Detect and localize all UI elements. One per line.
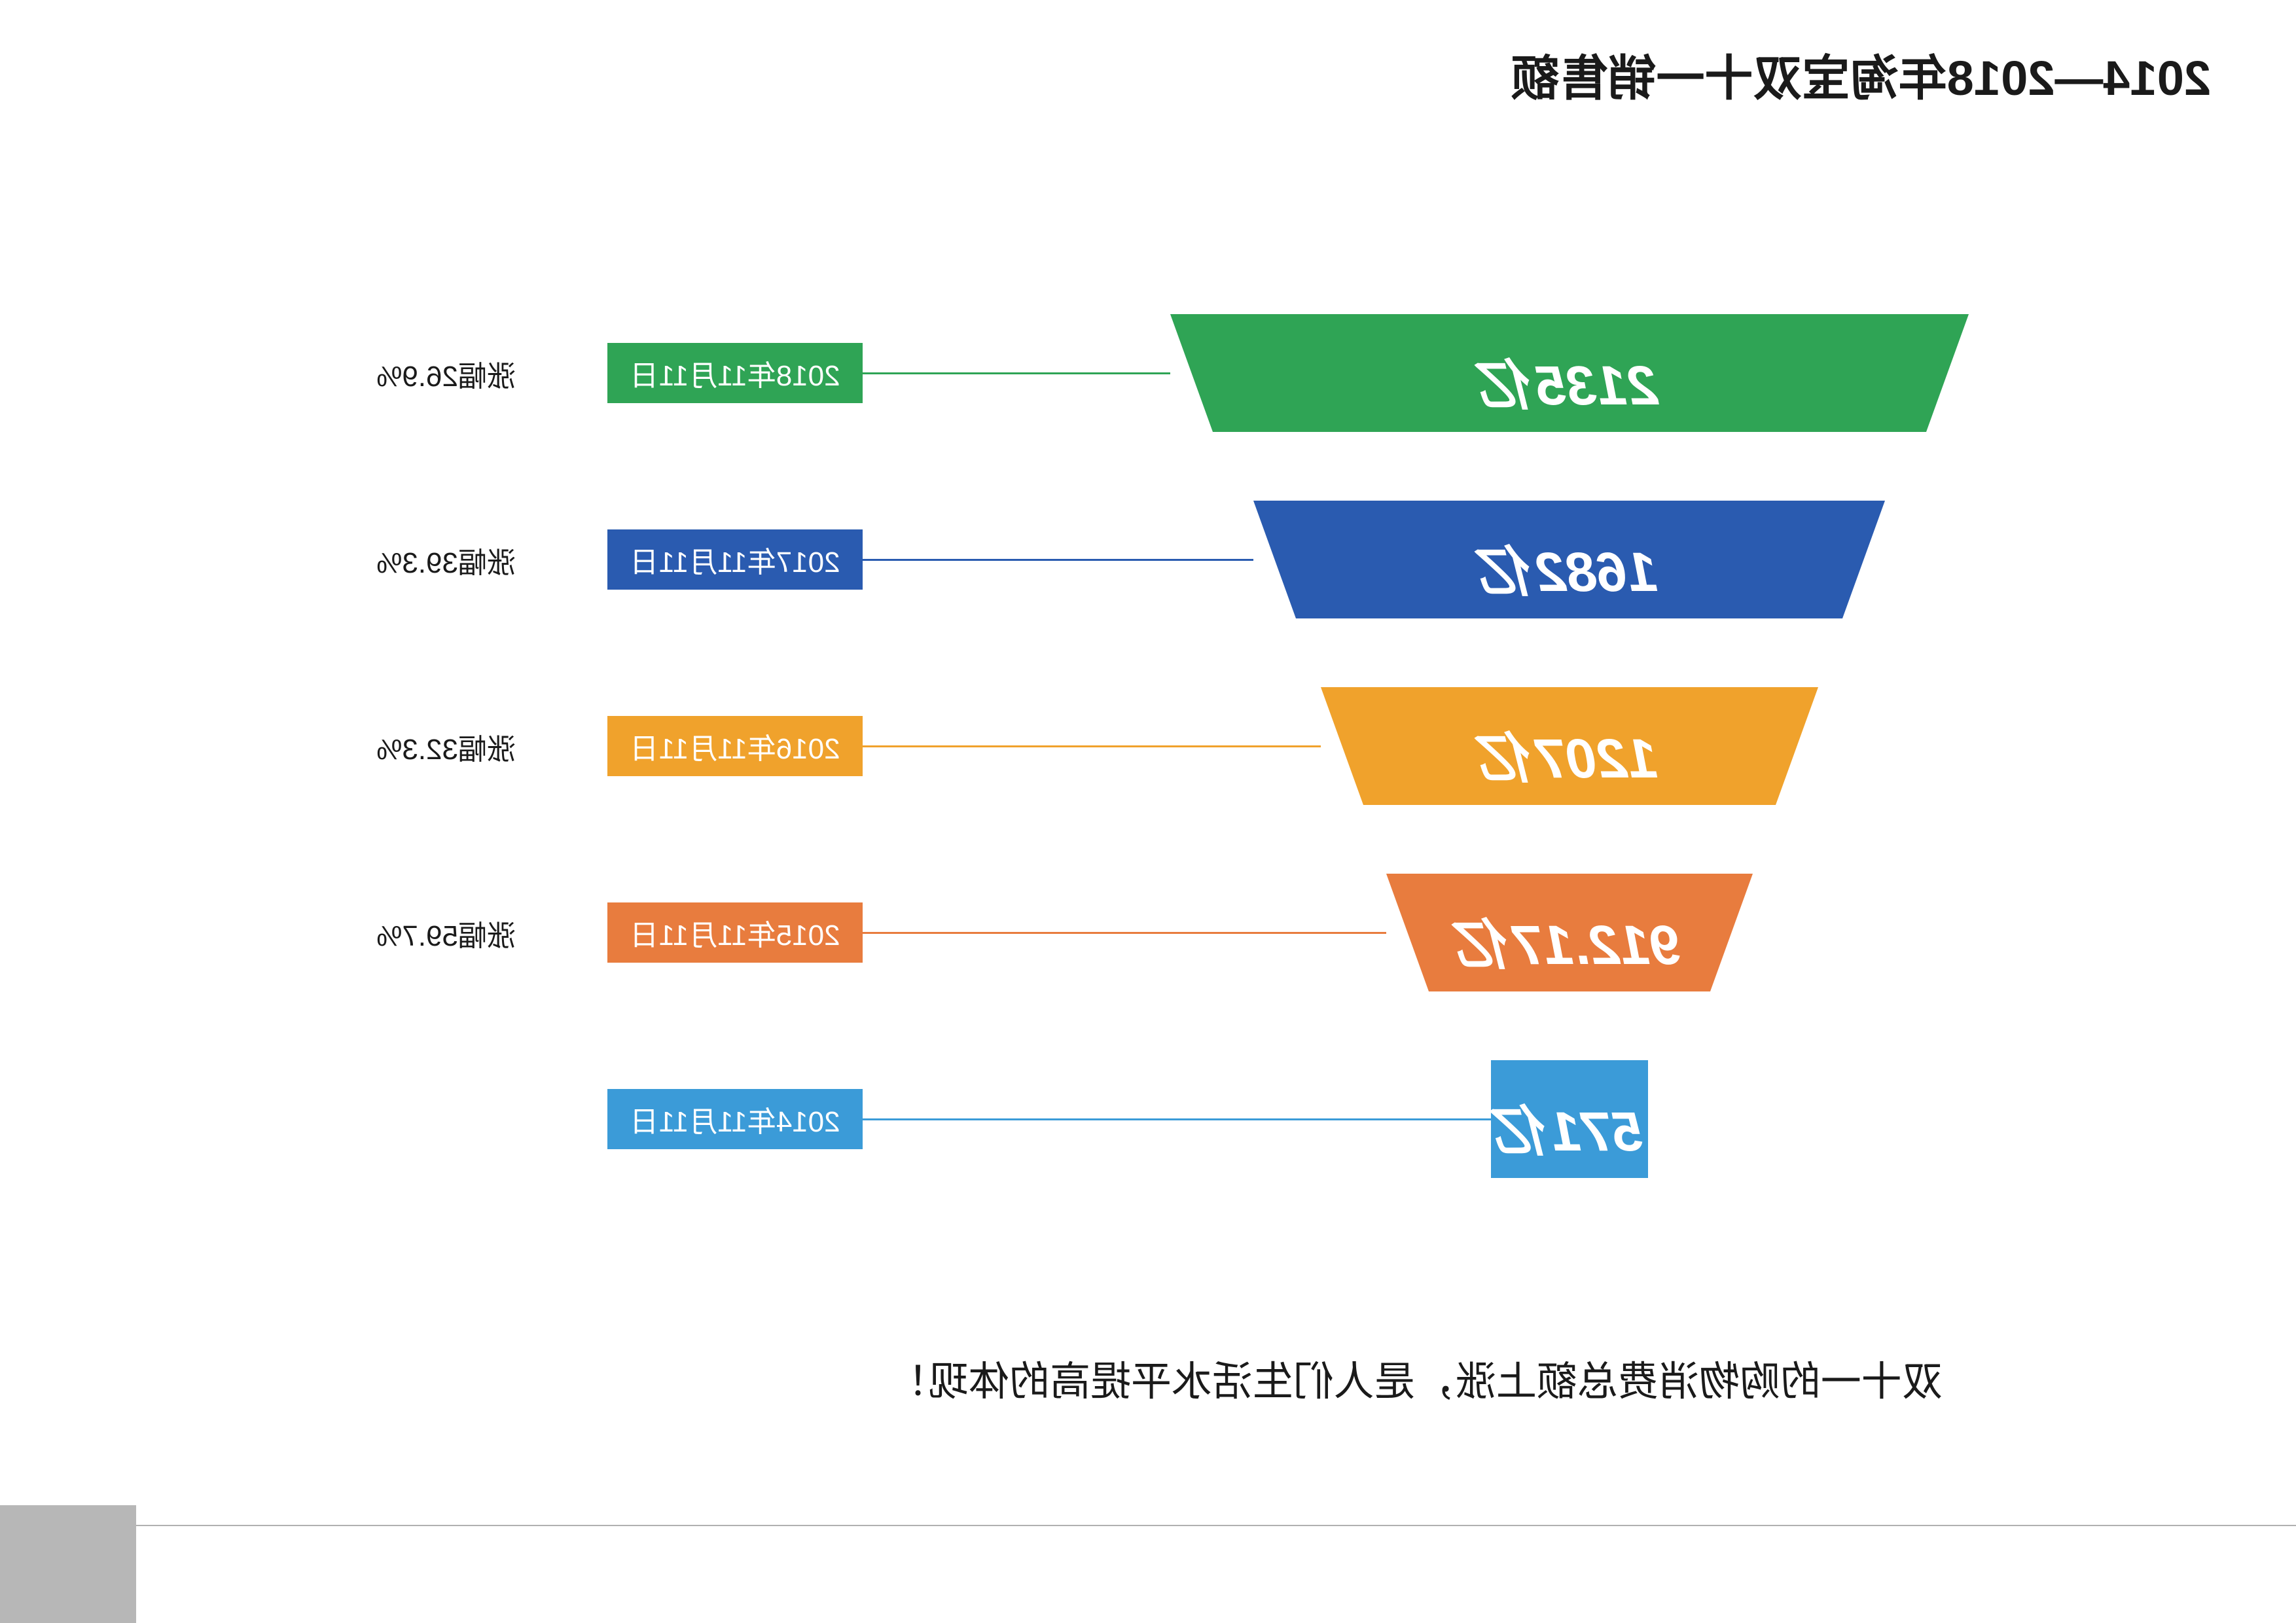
funnel-segment: 1207亿 — [1321, 687, 1818, 805]
funnel-row: 1682亿 2017年11月11日 涨幅39.3% — [0, 501, 2296, 618]
date-tag: 2016年11月11日 — [607, 716, 863, 776]
date-tag: 2018年11月11日 — [607, 343, 863, 403]
funnel-value: 1682亿 — [1254, 528, 1886, 607]
funnel-value: 2135亿 — [1170, 342, 1969, 421]
funnel-row: 2135亿 2018年11月11日 涨幅26.9% — [0, 314, 2296, 432]
caption-text: 双十一的购物消费总额上涨，是人们生活水平提高的体现！ — [888, 1348, 1943, 1407]
date-tag: 2017年11月11日 — [607, 529, 863, 590]
funnel-row: 1207亿 2016年11月11日 涨幅32.3% — [0, 687, 2296, 805]
growth-label: 涨幅26.9% — [376, 353, 516, 395]
date-tag: 2015年11月11日 — [607, 902, 863, 963]
funnel-segment: 912.17亿 — [1386, 874, 1753, 991]
funnel-value: 1207亿 — [1321, 715, 1818, 794]
funnel-segment: 2135亿 — [1170, 314, 1969, 432]
page-title: 2014—2018年淘宝双十一销售额 — [1511, 39, 2211, 109]
footer-divider — [136, 1525, 2296, 1526]
funnel-segment: 571亿 — [1491, 1060, 1648, 1178]
funnel-segment: 1682亿 — [1254, 501, 1886, 618]
funnel-value: 912.17亿 — [1386, 901, 1753, 980]
growth-label: 涨幅59.7% — [376, 912, 516, 954]
footer-page-block — [0, 1505, 136, 1623]
funnel-value: 571亿 — [1491, 1088, 1648, 1167]
date-tag: 2014年11月11日 — [607, 1089, 863, 1149]
funnel-row: 571亿 2014年11月11日 — [0, 1060, 2296, 1178]
growth-label: 涨幅32.3% — [376, 726, 516, 768]
funnel-row: 912.17亿 2015年11月11日 涨幅59.7% — [0, 874, 2296, 991]
growth-label: 涨幅39.3% — [376, 539, 516, 581]
